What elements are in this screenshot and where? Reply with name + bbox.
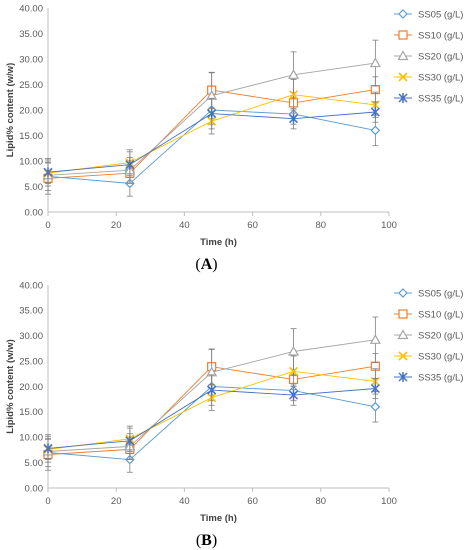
legend-item: SS35 (g/L) [394, 93, 463, 104]
x-tick-label: 40 [179, 496, 190, 507]
chart-panel-a: 0.00 5.00 10.00 15.00 20.00 25.00 30.00 35.00 40… [5, 3, 463, 273]
data-point [370, 107, 380, 118]
legend-label: SS05 (g/L) [418, 288, 463, 299]
legend-marker [398, 93, 408, 103]
legend-item: SS30 (g/L) [394, 351, 463, 362]
x-axis-title: Time (h) [200, 237, 237, 248]
series-ss35 [43, 97, 380, 183]
data-point [207, 385, 217, 396]
legend-label: SS10 (g/L) [418, 309, 463, 320]
y-tick-label: 15.00 [19, 407, 43, 418]
legend-item: SS10 (g/L) [394, 309, 463, 320]
x-tick-label: 20 [111, 496, 122, 507]
legend-item: SS35 (g/L) [394, 372, 463, 383]
data-point [370, 383, 380, 394]
legend-item: SS20 (g/L) [394, 50, 463, 62]
panel-letter: B [201, 532, 212, 549]
legend-marker [398, 288, 408, 298]
x-tick-label: 40 [179, 220, 190, 231]
data-point [288, 113, 299, 124]
x-tick-label: 100 [381, 220, 397, 231]
panel-letter: A [201, 256, 213, 273]
data-point [125, 159, 135, 170]
x-tick-label: 80 [316, 496, 327, 507]
y-tick-label: 15.00 [19, 131, 43, 142]
y-tick-label: 20.00 [19, 105, 43, 116]
x-tick-label: 80 [316, 220, 327, 231]
data-point [288, 90, 299, 100]
legend-item: SS30 (g/L) [394, 72, 463, 83]
legend-marker [398, 372, 408, 382]
legend-item: SS05 (g/L) [394, 288, 463, 299]
data-point [207, 108, 217, 119]
legend-label: SS35 (g/L) [418, 93, 463, 104]
data-point [125, 435, 135, 446]
legend-label: SS20 (g/L) [418, 330, 463, 341]
panel-label: (B) [196, 532, 217, 549]
data-point [287, 69, 300, 79]
legend-marker [398, 351, 408, 361]
y-tick-label: 5.00 [25, 458, 44, 469]
legend-marker [398, 72, 408, 82]
legend-label: SS10 (g/L) [418, 30, 463, 41]
data-point [370, 125, 381, 136]
x-tick-label: 60 [247, 220, 258, 231]
y-tick-label: 20.00 [19, 382, 43, 393]
x-tick-label: 0 [45, 220, 50, 231]
data-point [288, 390, 299, 401]
y-tick-label: 35.00 [19, 29, 43, 40]
panel-label: (A) [195, 256, 217, 273]
data-point [369, 57, 381, 68]
data-point [43, 443, 53, 454]
y-tick-label: 0.00 [25, 483, 44, 494]
legend-marker [398, 309, 408, 319]
legend-label: SS05 (g/L) [418, 9, 463, 20]
y-tick-label: 5.00 [25, 182, 44, 193]
x-tick-label: 0 [45, 496, 50, 507]
x-tick-label: 60 [247, 496, 258, 507]
legend-label: SS35 (g/L) [418, 372, 463, 383]
data-point [369, 334, 381, 344]
data-point [370, 401, 381, 412]
y-tick-label: 40.00 [19, 3, 43, 14]
legend-marker [398, 9, 408, 19]
x-tick-label: 100 [381, 496, 397, 507]
legend-marker [397, 50, 409, 61]
y-tick-label: 25.00 [19, 80, 43, 91]
data-point [287, 345, 300, 356]
y-tick-label: 35.00 [19, 306, 43, 317]
y-axis-title: Lipid% content (w/w) [5, 339, 16, 433]
y-tick-label: 40.00 [19, 280, 43, 291]
y-tick-label: 10.00 [19, 433, 43, 444]
data-point [43, 167, 53, 178]
legend-item: SS20 (g/L) [394, 329, 463, 341]
y-tick-label: 30.00 [19, 331, 43, 342]
legend-marker [397, 329, 409, 340]
y-tick-label: 10.00 [19, 156, 43, 167]
series-ss35 [43, 374, 380, 459]
x-tick-label: 20 [111, 220, 122, 231]
legend-item: SS05 (g/L) [394, 9, 463, 20]
y-tick-label: 0.00 [25, 207, 44, 218]
data-point [288, 366, 299, 376]
legend-item: SS10 (g/L) [394, 30, 463, 41]
y-tick-label: 25.00 [19, 356, 43, 367]
y-axis-title: Lipid% content (w/w) [5, 63, 16, 157]
x-axis-title: Time (h) [200, 513, 237, 524]
legend-label: SS30 (g/L) [418, 72, 463, 83]
legend-label: SS20 (g/L) [418, 51, 463, 62]
y-tick-label: 30.00 [19, 54, 43, 65]
legend-label: SS30 (g/L) [418, 351, 463, 362]
chart-panel-b: 0.00 5.00 10.00 15.00 20.00 25.00 30.00 35.00 40… [5, 280, 463, 549]
legend-marker [398, 30, 408, 40]
